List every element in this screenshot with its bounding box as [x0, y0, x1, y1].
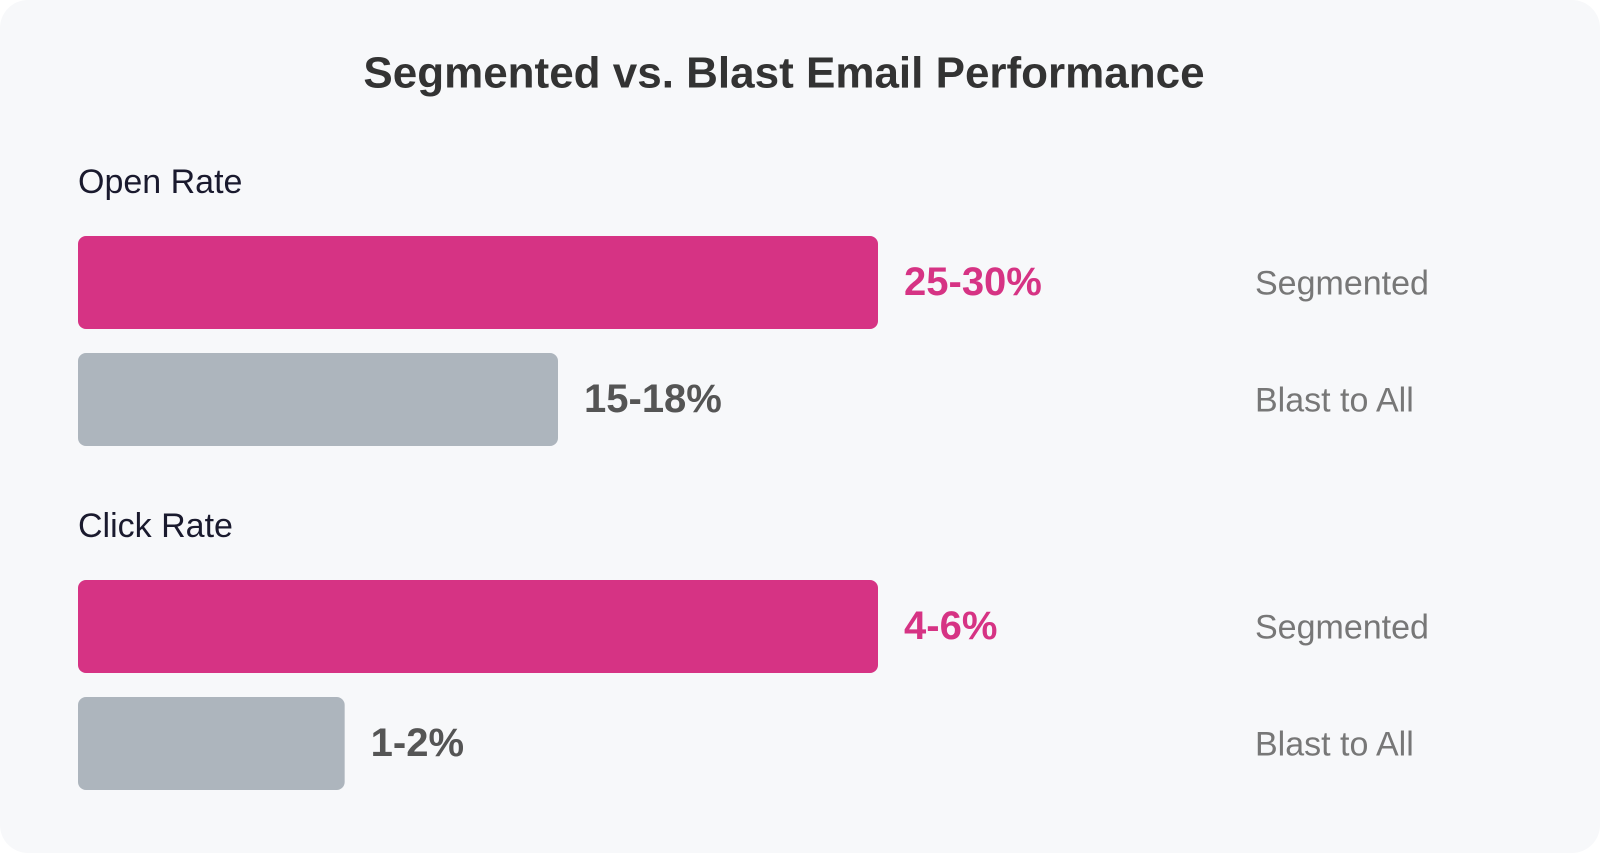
value-label: 1-2%: [371, 721, 464, 765]
value-label: 4-6%: [904, 604, 997, 648]
bar: [78, 236, 878, 329]
bar: [78, 580, 878, 673]
series-name: Blast to All: [1255, 725, 1414, 763]
value-label: 25-30%: [904, 260, 1042, 304]
series-name: Segmented: [1255, 264, 1429, 302]
group-title: Open Rate: [78, 163, 242, 201]
bar: [78, 697, 345, 790]
bar: [78, 353, 558, 446]
series-name: Blast to All: [1255, 381, 1414, 419]
series-name: Segmented: [1255, 608, 1429, 646]
value-label: 15-18%: [584, 377, 722, 421]
group-title: Click Rate: [78, 507, 233, 545]
chart-title: Segmented vs. Blast Email Performance: [363, 49, 1204, 98]
